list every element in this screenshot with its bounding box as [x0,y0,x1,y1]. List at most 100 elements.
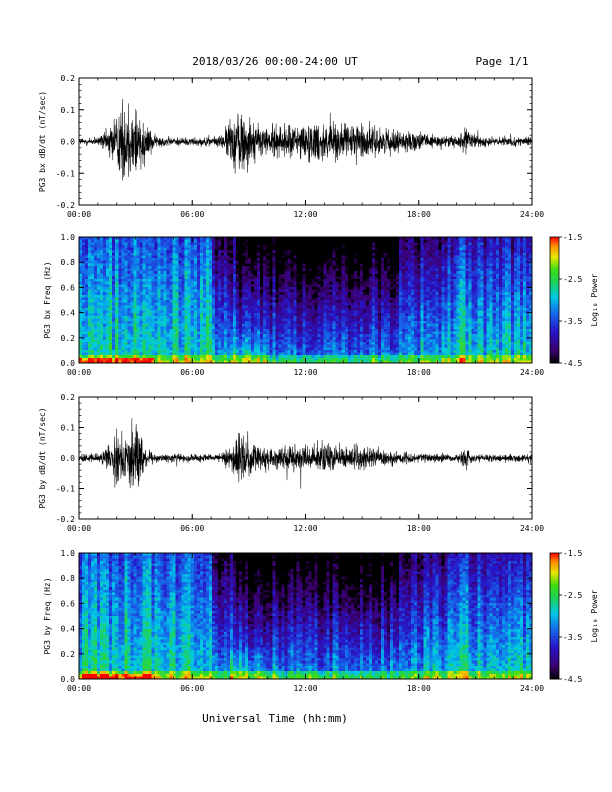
spectrogram-cell [223,323,228,327]
spectrogram-cell [329,313,334,317]
spectrogram-cell [217,276,222,280]
spectrogram-cell [323,357,328,361]
spectrogram-cell [220,313,225,317]
spectrogram-cell [181,349,186,353]
spectrogram-cell [211,352,216,356]
spectrogram-cell [365,292,370,296]
spectrogram-cell [362,310,367,314]
spectrogram-cell [172,336,177,340]
spectrogram-cell [79,255,83,259]
spectrogram-cell [106,321,110,325]
spectrogram-cell [329,258,334,262]
spectrogram-cell [106,276,110,280]
spectrogram-cell [139,250,143,254]
spectrogram-cell [323,255,328,259]
spectrogram-cell [103,318,107,322]
spectrogram-cell [344,244,349,248]
spectrogram-cell [335,357,340,361]
spectrogram-cell [109,294,113,298]
spectrogram-cell [109,307,113,311]
spectrogram-cell [184,310,189,314]
spectrogram-cell [157,244,161,248]
spectrogram-cell [208,297,213,301]
spectrogram-cell [347,265,352,269]
spectrogram-cell [121,305,125,309]
spectrogram-cell [130,244,134,248]
spectrogram-cell [133,300,137,304]
spectrogram-cell [217,258,222,262]
spectrogram-cell [368,250,373,254]
spectrogram-cell [347,244,352,248]
spectrogram-cell [305,276,309,280]
spectrogram-cell [166,307,170,311]
spectrogram-cell [184,300,189,304]
spectrogram-cell [242,276,246,280]
spectrogram-cell [329,334,334,338]
spectrogram-cell [341,250,346,254]
spectrogram-cell [381,250,385,254]
spectrogram-cell [275,294,279,298]
spectrogram-cell [133,271,137,275]
spectrogram-cell [118,360,122,364]
spectrogram-cell [359,271,364,275]
spectrogram-cell [196,357,201,361]
spectrogram-cell [236,328,240,332]
spectrogram-cell [317,323,321,327]
spectrogram-cell [199,336,204,340]
spectrogram-cell [214,292,219,296]
spectrogram-cell [323,313,328,317]
spectrogram-cell [347,242,352,246]
spectrogram-cell [374,250,379,254]
spectrogram-cell [368,318,373,322]
spectrogram-cell [169,328,174,332]
spectrogram-cell [323,300,328,304]
spectrogram-cell [208,263,213,267]
spectrogram-cell [335,271,340,275]
spectrogram-cell [121,250,125,254]
spectrogram-cell [359,289,364,293]
spectrogram-cell [169,349,174,353]
spectrogram-cell [187,281,192,285]
spectrogram-cell [88,297,92,301]
spectrogram-cell [368,258,373,262]
spectrogram-cell [356,268,361,272]
spectrogram-cell [85,286,89,290]
spectrogram-cell [208,294,213,298]
spectrogram-cell [251,339,255,343]
spectrogram-cell [365,339,370,343]
spectrogram-cell [245,268,249,272]
spectrogram-cell [254,349,258,353]
spectrogram-cell [368,349,373,353]
spectrogram-cell [381,334,385,338]
spectrogram-cell [248,336,252,340]
spectrogram-cell [208,321,213,325]
spectrogram-cell [223,297,228,301]
spectrogram-cell [314,237,318,241]
spectrogram-cell [223,347,228,351]
spectrogram-cell [320,260,325,264]
spectrogram-cell [311,331,315,335]
spectrogram-cell [284,258,288,262]
spectrogram-cell [347,300,352,304]
spectrogram-cell [154,271,158,275]
spectrogram-cell [220,250,225,254]
spectrogram-cell [148,357,152,361]
spectrogram-cell [308,307,312,311]
spectrogram-cell [281,250,285,254]
spectrogram-cell [160,323,164,327]
spectrogram-cell [208,323,213,327]
spectrogram-cell [145,268,149,272]
spectrogram-cell [223,328,228,332]
spectrogram-cell [242,250,246,254]
spectrogram-cell [236,284,240,288]
spectrogram-cell [175,305,180,309]
spectrogram-cell [133,355,137,359]
spectrogram-cell [217,244,222,248]
spectrogram-cell [230,310,234,314]
spectrogram-cell [257,323,261,327]
spectrogram-cell [278,252,282,256]
spectrogram-cell [163,326,167,330]
spectrogram-cell [377,276,382,280]
spectrogram-cell [338,244,343,248]
spectrogram-cell [148,347,152,351]
